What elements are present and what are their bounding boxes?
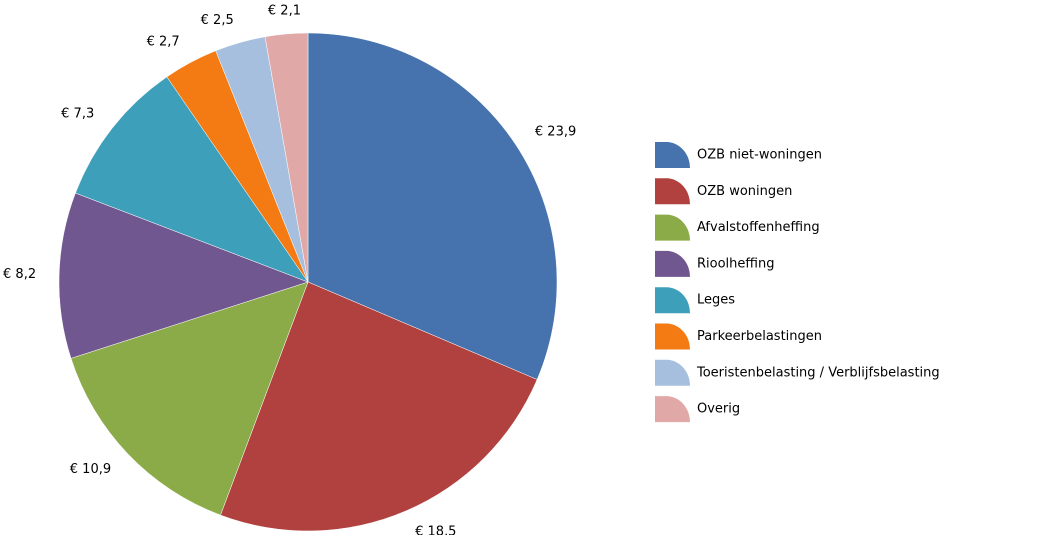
legend-label: Rioolheffing [697,256,774,271]
legend-label: Leges [697,293,735,308]
legend-label: OZB niet-woningen [697,148,822,163]
legend-swatch [655,142,691,168]
data-label: € 23,9 [535,124,576,139]
data-label: € 2,1 [268,4,301,19]
legend-swatch [655,287,691,314]
legend-swatch [655,359,691,386]
legend-label: Afvalstoffenheffing [697,220,820,235]
legend-label: Toeristenbelasting / Verblijfsbelasting [696,365,940,380]
data-label: € 10,9 [70,462,111,477]
legend-swatch [655,250,691,277]
data-label: € 8,2 [3,267,36,282]
legend-label: Overig [697,402,740,417]
legend-swatch [655,396,691,423]
pie-slice [75,76,309,283]
pie-slice [58,192,309,359]
legend-label: OZB woningen [697,184,792,199]
legend-label: Parkeerbelastingen [697,329,822,344]
data-label: € 2,7 [147,35,180,50]
pie-slice [264,32,309,283]
data-label: € 2,5 [201,13,234,28]
legend-swatch [655,323,691,350]
data-label: € 18,5 [415,525,456,535]
legend-swatch [655,178,691,205]
legend-swatch [655,214,691,241]
data-label: € 7,3 [61,106,94,121]
pie-slice [307,32,558,380]
pie-slice [220,281,538,532]
pie-slice [70,281,309,516]
